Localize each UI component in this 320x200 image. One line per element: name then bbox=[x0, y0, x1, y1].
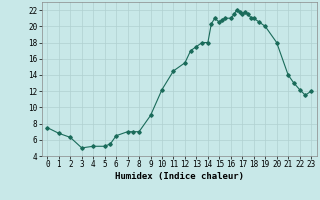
X-axis label: Humidex (Indice chaleur): Humidex (Indice chaleur) bbox=[115, 172, 244, 181]
